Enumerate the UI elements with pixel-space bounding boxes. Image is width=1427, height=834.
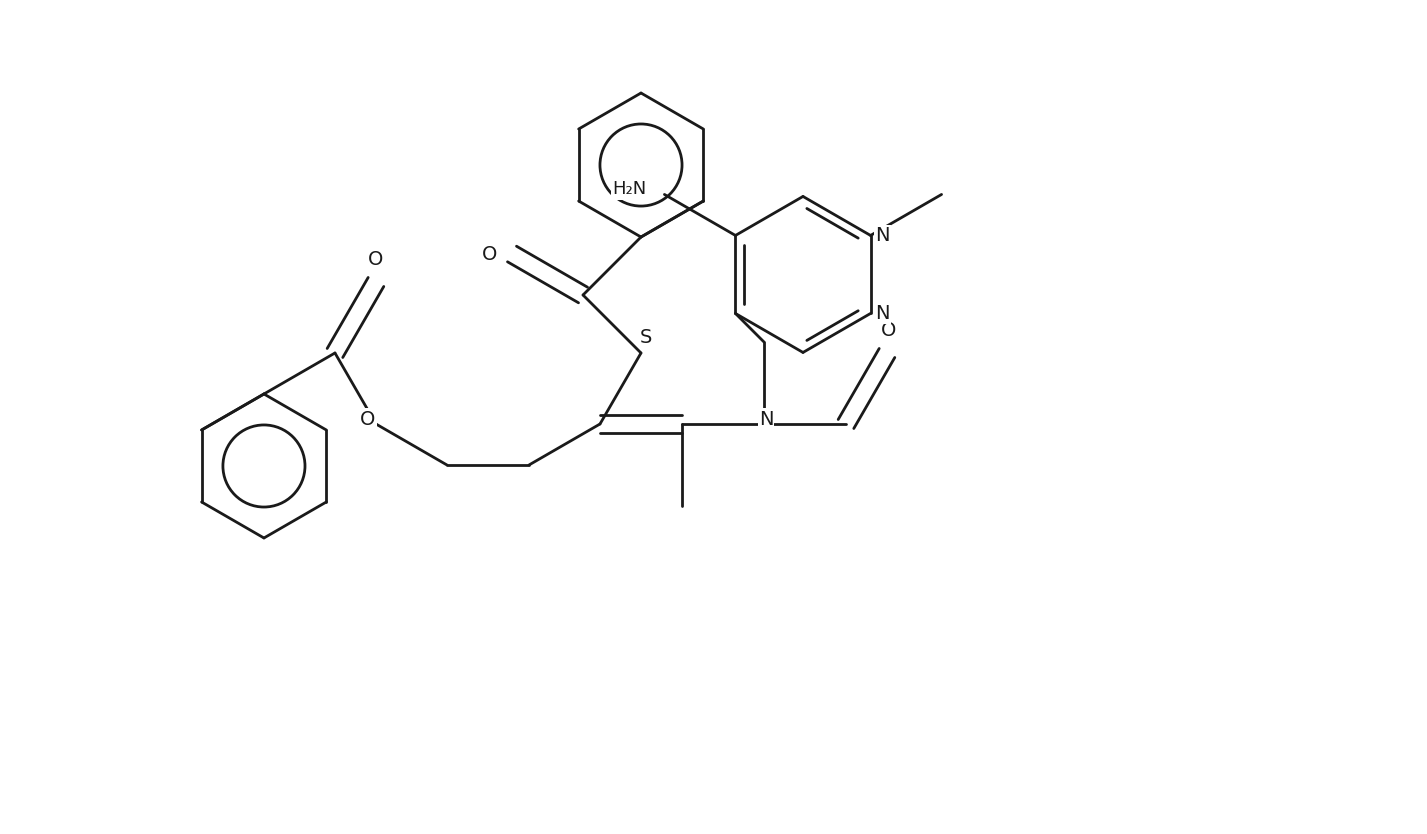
Text: S: S [639,329,652,348]
Text: O: O [882,321,896,340]
Text: H₂N: H₂N [612,180,646,198]
Text: O: O [368,250,384,269]
Text: N: N [875,226,890,245]
Text: O: O [360,409,375,429]
Text: N: N [875,304,890,323]
Text: O: O [482,244,498,264]
Text: N: N [759,409,773,429]
